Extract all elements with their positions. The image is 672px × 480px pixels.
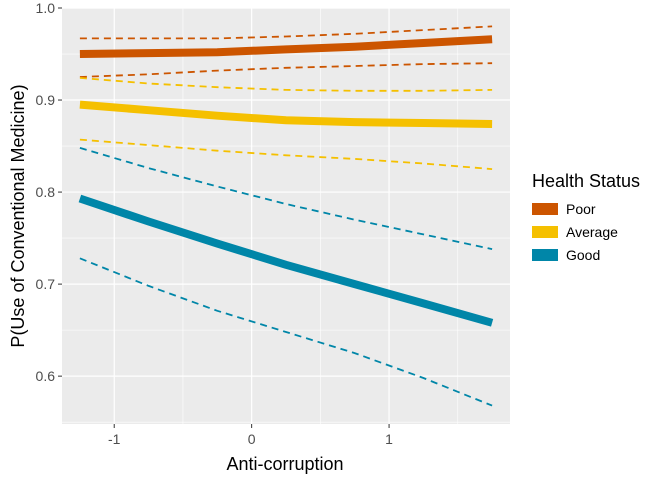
legend-label-poor: Poor [566, 201, 596, 217]
legend-label-good: Good [566, 247, 600, 263]
ci-lower-good [79, 257, 493, 407]
grid-major [62, 7, 510, 424]
y-axis-title: P(Use of Conventional Medicine) [8, 84, 28, 347]
legend: Health Status Poor Average Good [532, 171, 640, 263]
x-tick-label: 0 [248, 431, 256, 447]
y-tick-label: 0.6 [36, 368, 56, 384]
y-tick-label: 1.0 [36, 0, 56, 16]
legend-key-poor [532, 203, 558, 215]
x-tick-label: -1 [108, 431, 121, 447]
legend-label-average: Average [566, 224, 618, 240]
line-poor [79, 35, 493, 58]
ci-upper-good [79, 147, 493, 250]
line-average [79, 100, 493, 128]
ci-upper-poor [79, 25, 493, 40]
ci-lower-poor [79, 62, 493, 78]
ci-lower-average [79, 138, 493, 170]
legend-key-average [532, 226, 558, 238]
y-tick-label: 0.8 [36, 184, 56, 200]
x-axis: -1 0 1 [108, 424, 393, 447]
ci-upper-average [79, 77, 493, 92]
line-good [78, 194, 494, 327]
fitted-lines [78, 35, 494, 327]
legend-key-good [532, 249, 558, 261]
y-tick-label: 0.7 [36, 276, 56, 292]
y-tick-label: 0.9 [36, 92, 56, 108]
legend-title: Health Status [532, 171, 640, 191]
x-axis-title: Anti-corruption [226, 454, 343, 474]
confidence-bands [79, 25, 493, 407]
y-axis: 0.6 0.7 0.8 0.9 1.0 [36, 0, 62, 384]
x-tick-label: 1 [385, 431, 393, 447]
